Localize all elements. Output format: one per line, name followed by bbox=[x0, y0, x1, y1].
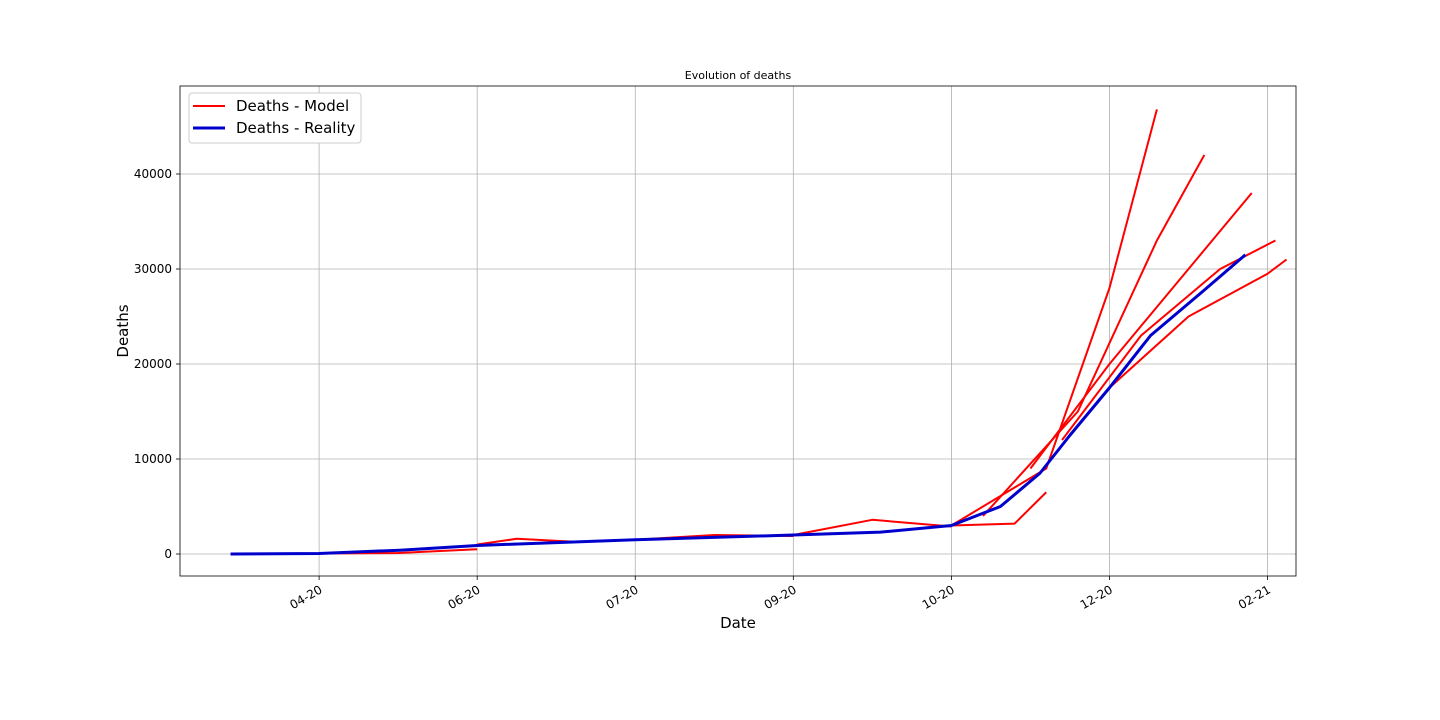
y-tick-label: 40000 bbox=[134, 167, 172, 181]
y-tick-label: 20000 bbox=[134, 357, 172, 371]
model-line bbox=[793, 518, 952, 536]
legend-box bbox=[188, 92, 362, 144]
y-tick-label: 10000 bbox=[134, 452, 172, 466]
x-tick-label: 12-20 bbox=[1078, 582, 1115, 612]
y-tick-label: 0 bbox=[164, 547, 172, 561]
model-line bbox=[950, 109, 1158, 527]
x-tick-label: 10-20 bbox=[920, 582, 957, 612]
model-line bbox=[477, 537, 573, 546]
y-axis-label: Deaths bbox=[114, 304, 132, 357]
x-tick-label: 02-21 bbox=[1236, 582, 1273, 612]
x-tick-label: 09-20 bbox=[762, 582, 799, 612]
legend-label: Deaths - Model bbox=[236, 97, 349, 115]
y-tick-label: 30000 bbox=[134, 262, 172, 276]
model-line bbox=[982, 154, 1206, 517]
x-tick-label: 04-20 bbox=[287, 582, 324, 612]
reality-line bbox=[230, 253, 1247, 556]
plot-frame bbox=[179, 85, 1297, 577]
x-tick-label: 06-20 bbox=[445, 582, 482, 612]
model-line bbox=[1029, 192, 1253, 470]
model-line bbox=[1061, 239, 1276, 441]
x-tick-label: 07-20 bbox=[604, 582, 641, 612]
x-axis-label: Date bbox=[720, 614, 756, 632]
model-line bbox=[951, 491, 1047, 527]
model-line bbox=[1108, 258, 1288, 389]
chart-title: Evolution of deaths bbox=[685, 69, 792, 82]
legend-label: Deaths - Reality bbox=[236, 119, 356, 137]
